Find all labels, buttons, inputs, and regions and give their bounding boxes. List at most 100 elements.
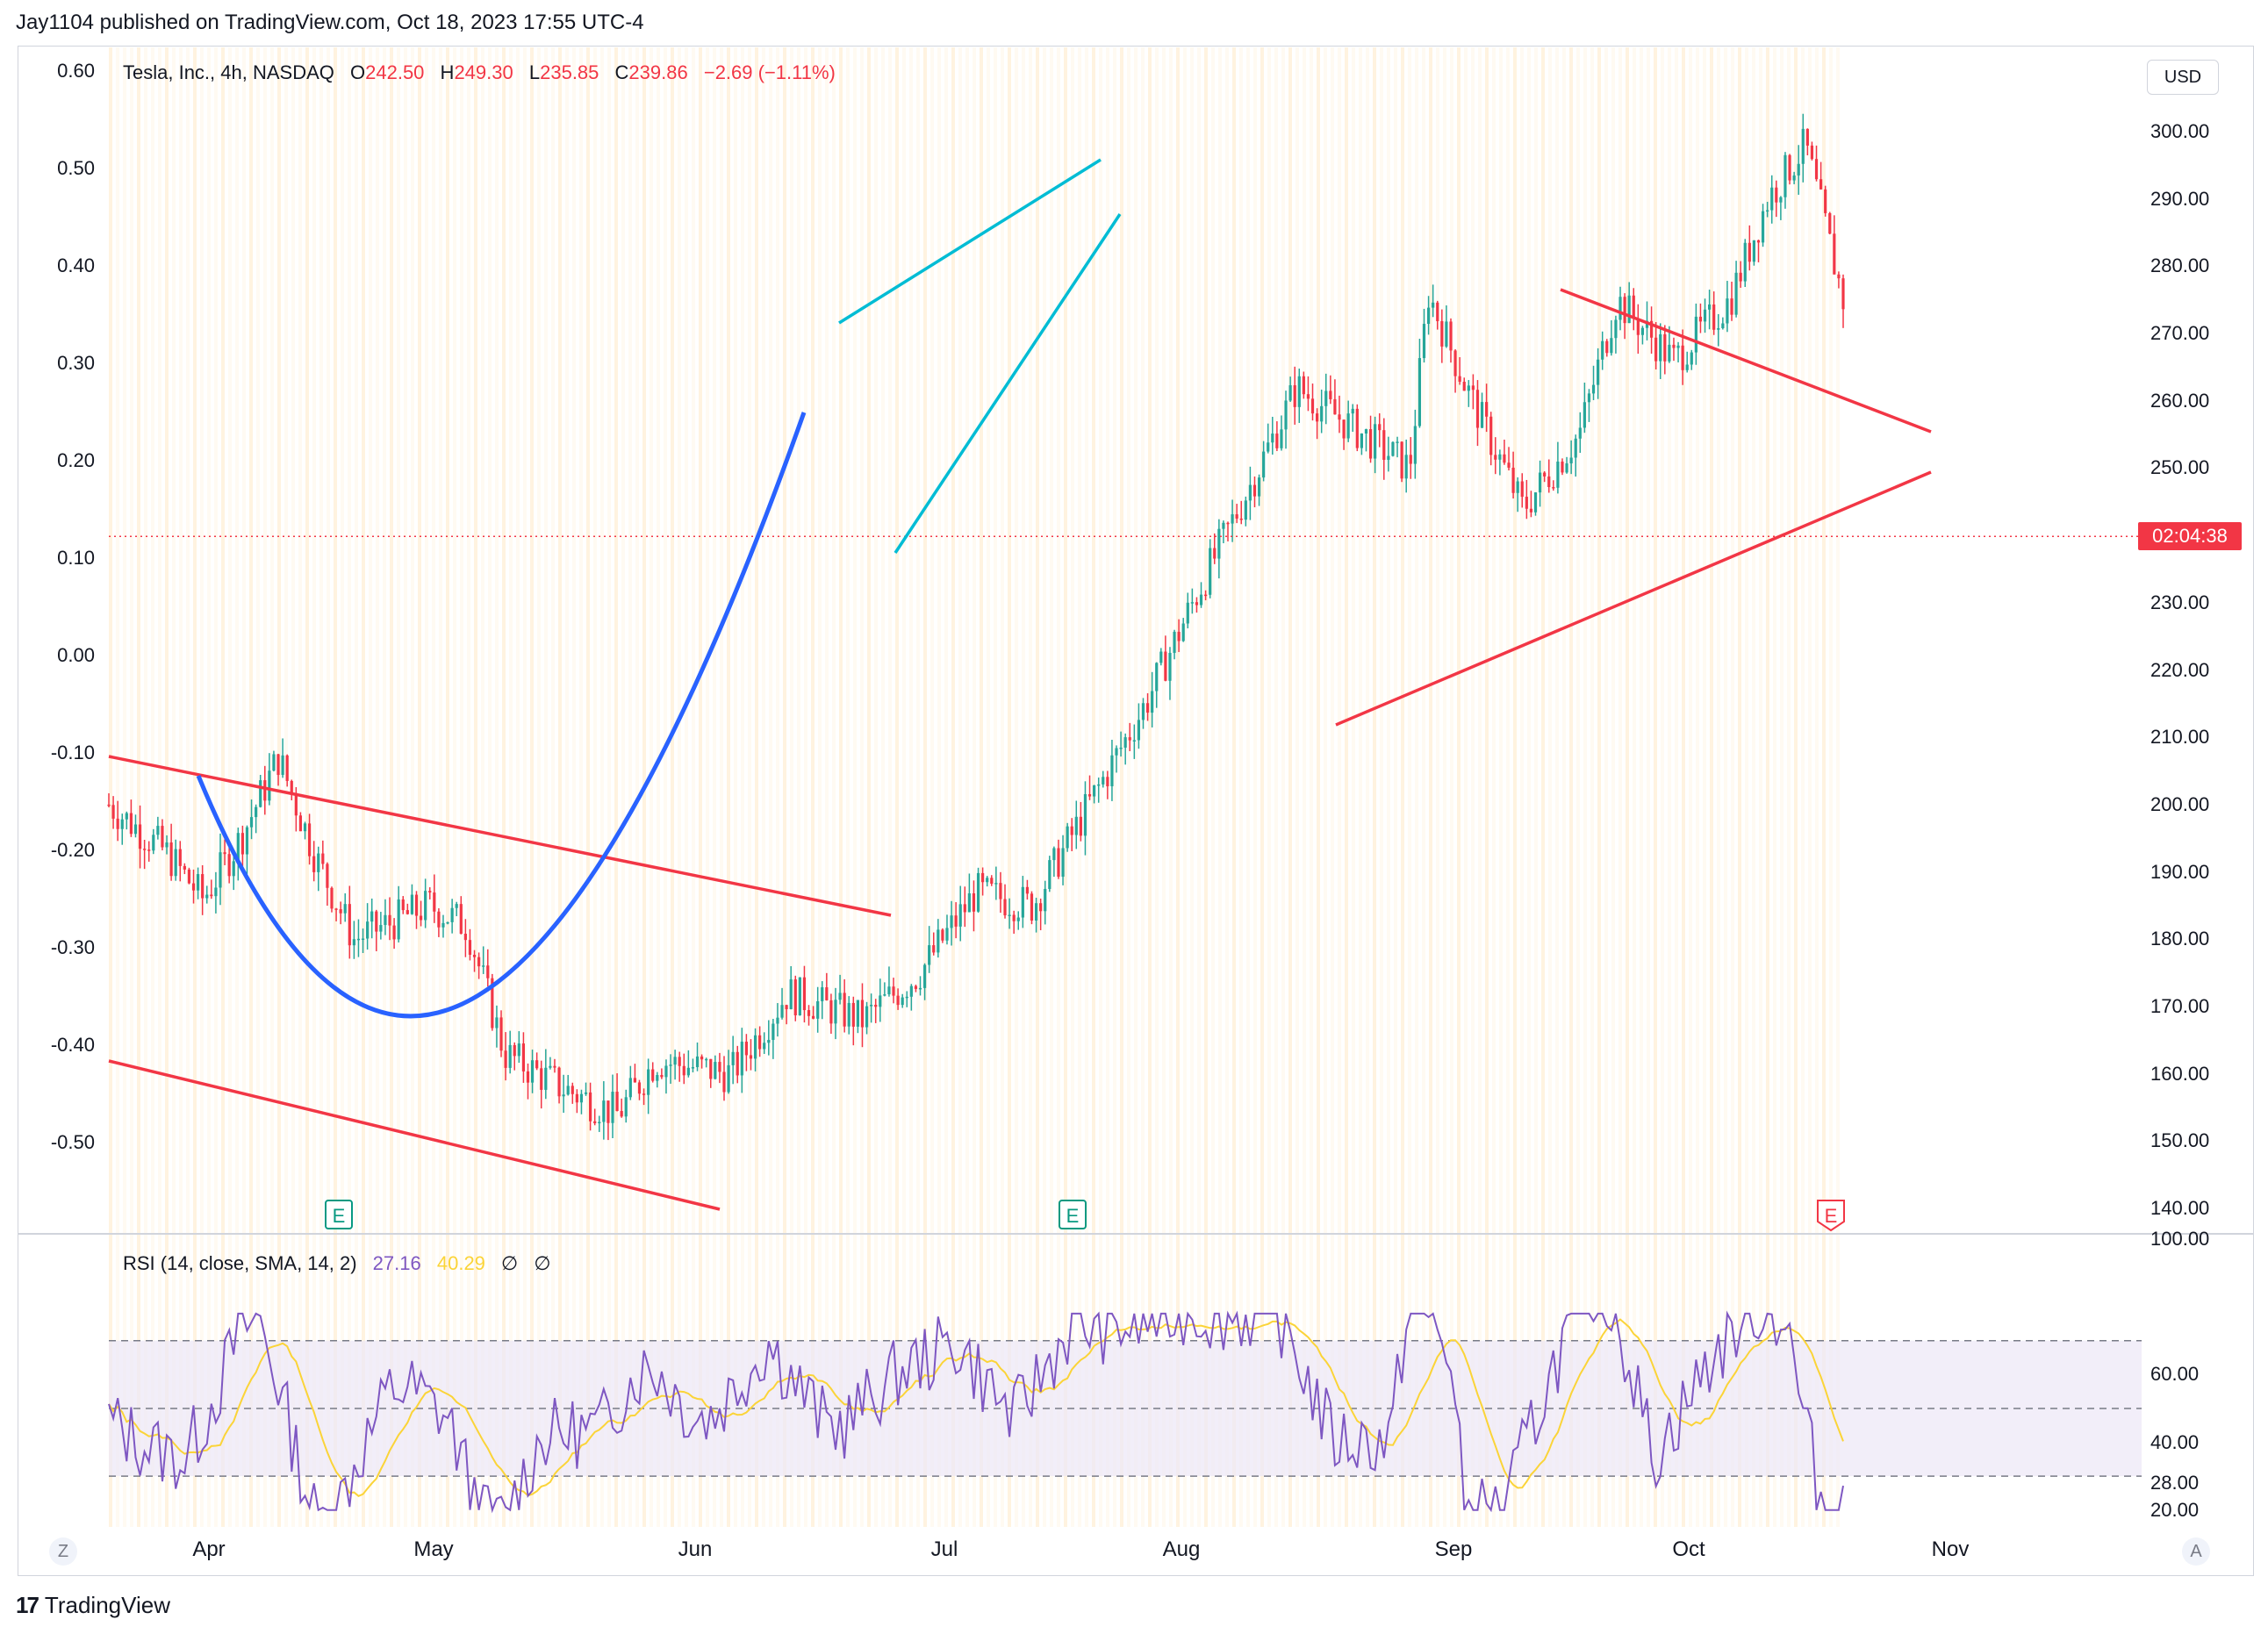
candle-body xyxy=(1168,652,1172,681)
candle-body xyxy=(1837,274,1841,279)
candle-body xyxy=(463,934,467,941)
candle-body xyxy=(437,911,441,928)
session-stripe xyxy=(1527,47,1531,1527)
candle-body xyxy=(1561,461,1564,473)
candle-body xyxy=(245,827,249,855)
session-stripe xyxy=(1604,47,1608,1527)
candle-body xyxy=(294,792,298,816)
session-stripe xyxy=(895,47,899,1527)
price-axis-tick: 260.00 xyxy=(2150,389,2210,412)
candle-body xyxy=(263,780,267,801)
session-stripe xyxy=(818,47,822,1527)
session-stripe xyxy=(235,47,239,1527)
session-stripe xyxy=(277,47,281,1527)
candle-body xyxy=(731,1051,735,1065)
candle-body xyxy=(1034,903,1038,921)
candle-body xyxy=(1627,295,1631,324)
candle-body xyxy=(1533,492,1538,512)
footer-brand: 17 TradingView xyxy=(16,1592,170,1619)
zoom-button[interactable]: Z xyxy=(49,1537,77,1566)
candle-body xyxy=(807,1010,811,1016)
candle-body xyxy=(517,1043,520,1057)
candle-body xyxy=(870,1004,873,1007)
session-stripe xyxy=(846,47,850,1527)
candle-body xyxy=(1507,462,1511,468)
candle-body xyxy=(1801,128,1805,164)
candle-body xyxy=(1449,321,1453,351)
candle-body xyxy=(549,1065,552,1068)
candle-body xyxy=(1703,309,1707,322)
candle-body xyxy=(829,1000,833,1024)
session-stripe xyxy=(495,47,499,1527)
candle-body xyxy=(298,815,303,832)
candle-body xyxy=(999,883,1002,899)
candle-body xyxy=(196,874,200,891)
legend-symbol: Tesla, Inc., 4h, NASDAQ xyxy=(123,61,334,83)
candle-body xyxy=(928,945,931,965)
tradingview-logo-icon: 17 xyxy=(16,1592,39,1618)
session-stripe xyxy=(1773,47,1776,1527)
candle-body xyxy=(1712,304,1716,330)
candle-body xyxy=(802,977,807,1011)
session-stripe xyxy=(1218,47,1222,1527)
candle-body xyxy=(678,1057,681,1066)
candle-body xyxy=(1792,175,1796,181)
candle-body xyxy=(1382,430,1386,460)
price-axis-tick: 300.00 xyxy=(2150,120,2210,143)
candle-body xyxy=(307,823,312,856)
session-stripe xyxy=(1675,47,1678,1527)
candle-body xyxy=(120,819,124,829)
session-stripe xyxy=(1520,47,1524,1527)
candle-body xyxy=(178,849,182,866)
legend-open-value: 242.50 xyxy=(365,61,425,83)
candle-body xyxy=(1151,691,1154,713)
session-stripe xyxy=(1429,47,1432,1527)
session-stripe xyxy=(748,47,751,1527)
candle-body xyxy=(540,1068,543,1090)
candle-body xyxy=(624,1097,628,1117)
session-stripe xyxy=(1064,47,1067,1527)
legend-open-label: O xyxy=(350,61,366,83)
session-stripe xyxy=(832,47,836,1527)
candle-body xyxy=(414,894,419,916)
candle-body xyxy=(579,1093,584,1103)
candle-body xyxy=(499,1017,503,1051)
candle-body xyxy=(1841,278,1845,310)
candle-body xyxy=(950,915,953,928)
session-stripe xyxy=(516,47,520,1527)
session-stripe xyxy=(1057,47,1060,1527)
candle-body xyxy=(1195,602,1199,606)
candle-body xyxy=(1190,602,1194,604)
candle-body xyxy=(1110,755,1114,786)
left-axis-tick: -0.40 xyxy=(50,1034,95,1056)
candle-body xyxy=(419,915,423,921)
candle-body xyxy=(1016,917,1020,921)
session-stripe xyxy=(1127,47,1130,1527)
auto-scale-button[interactable]: A xyxy=(2182,1537,2210,1566)
candle-body xyxy=(1132,740,1136,742)
candle-body xyxy=(1030,893,1034,921)
session-stripe xyxy=(1162,47,1166,1527)
rsi-sma-line xyxy=(108,1318,1844,1497)
candle-body xyxy=(896,995,900,1006)
session-stripe xyxy=(509,47,513,1527)
session-stripe xyxy=(1394,47,1397,1527)
candle-body xyxy=(633,1078,637,1083)
candle-body xyxy=(339,909,342,914)
candle-body xyxy=(1770,187,1774,211)
legend-low-value: 235.85 xyxy=(540,61,599,83)
candle-body xyxy=(1734,272,1738,315)
candle-body xyxy=(1262,451,1266,478)
candle-body xyxy=(326,864,329,888)
candle-body xyxy=(615,1092,619,1112)
currency-button[interactable]: USD xyxy=(2147,60,2219,95)
candle-body xyxy=(553,1065,556,1068)
session-stripe xyxy=(783,47,786,1527)
candle-body xyxy=(1685,364,1689,370)
session-stripe xyxy=(1022,47,1025,1527)
cup-curve xyxy=(196,412,807,1019)
candle-body xyxy=(660,1075,664,1078)
session-stripe xyxy=(902,47,906,1527)
candle-body xyxy=(111,805,115,819)
